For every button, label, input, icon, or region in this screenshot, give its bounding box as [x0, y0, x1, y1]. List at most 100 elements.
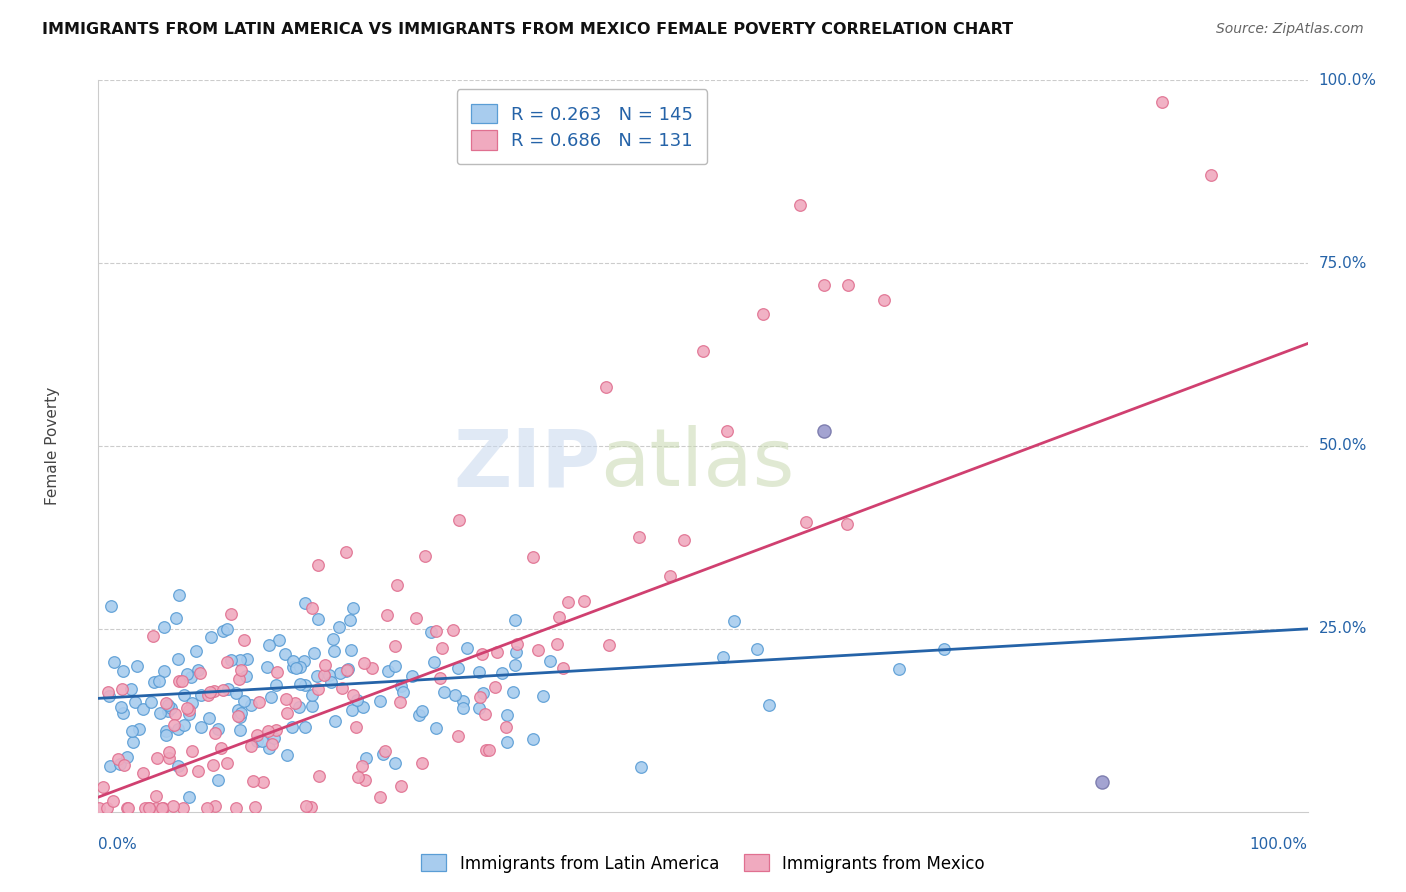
Point [468, 690, 491, 704]
Point [198, 685, 221, 699]
Point [308, 769, 330, 783]
Point [256, 660, 278, 674]
Text: 0.0%: 0.0% [98, 837, 138, 852]
Point [352, 700, 374, 714]
Point [257, 741, 280, 756]
Point [107, 752, 129, 766]
Point [217, 655, 239, 669]
Point [260, 737, 283, 751]
Point [491, 666, 513, 681]
Point [167, 588, 190, 602]
Text: Source: ZipAtlas.com: Source: ZipAtlas.com [1216, 22, 1364, 37]
Point [226, 703, 249, 717]
Point [112, 758, 135, 772]
Point [181, 696, 204, 710]
Point [217, 681, 239, 696]
Point [153, 665, 176, 679]
Point [598, 639, 620, 653]
Point [506, 637, 529, 651]
Point [173, 801, 195, 815]
Point [157, 745, 180, 759]
Point [546, 637, 568, 651]
Point [347, 770, 370, 784]
Point [425, 721, 447, 735]
Point [294, 720, 316, 734]
Point [340, 703, 363, 717]
Point [212, 624, 235, 638]
Point [443, 623, 465, 637]
Point [117, 801, 139, 815]
Point [122, 735, 145, 749]
Point [673, 533, 696, 548]
Point [302, 646, 325, 660]
Point [887, 662, 910, 676]
Point [318, 668, 340, 682]
Point [301, 601, 323, 615]
Point [813, 278, 835, 293]
Point [142, 630, 165, 644]
Point [411, 756, 433, 770]
Point [384, 640, 406, 654]
Point [425, 624, 447, 638]
Point [522, 731, 544, 746]
Point [100, 599, 122, 614]
Text: 50.0%: 50.0% [1319, 439, 1367, 453]
Point [228, 709, 250, 723]
Point [103, 656, 125, 670]
Point [153, 620, 176, 634]
Point [301, 698, 323, 713]
Point [245, 800, 267, 814]
Point [121, 723, 143, 738]
Point [190, 720, 212, 734]
Point [447, 729, 470, 743]
Point [242, 773, 264, 788]
Point [484, 680, 506, 694]
Point [789, 197, 811, 211]
Point [373, 744, 395, 758]
Point [368, 694, 391, 708]
Point [332, 681, 354, 696]
Point [138, 801, 160, 815]
Point [413, 549, 436, 563]
Point [212, 683, 235, 698]
Point [111, 682, 134, 697]
Point [134, 801, 156, 815]
Point [266, 665, 288, 679]
Point [177, 790, 200, 805]
Point [1152, 95, 1174, 110]
Point [346, 693, 368, 707]
Point [256, 723, 278, 738]
Point [837, 517, 859, 532]
Point [165, 611, 187, 625]
Point [240, 739, 263, 753]
Point [97, 689, 120, 703]
Point [170, 674, 193, 689]
Point [443, 688, 465, 702]
Point [540, 655, 562, 669]
Point [141, 695, 163, 709]
Point [294, 677, 316, 691]
Point [659, 569, 682, 583]
Point [384, 756, 406, 771]
Point [495, 735, 517, 749]
Point [408, 707, 430, 722]
Point [197, 711, 219, 725]
Point [170, 763, 193, 777]
Legend: Immigrants from Latin America, Immigrants from Mexico: Immigrants from Latin America, Immigrant… [415, 847, 991, 880]
Point [229, 723, 252, 737]
Point [329, 665, 352, 680]
Point [314, 658, 336, 673]
Text: IMMIGRANTS FROM LATIN AMERICA VS IMMIGRANTS FROM MEXICO FEMALE POVERTY CORRELATI: IMMIGRANTS FROM LATIN AMERICA VS IMMIGRA… [42, 22, 1014, 37]
Point [503, 613, 526, 627]
Point [247, 695, 270, 709]
Point [405, 611, 427, 625]
Point [531, 689, 554, 703]
Point [1199, 169, 1222, 183]
Point [301, 688, 323, 702]
Point [197, 801, 219, 815]
Point [111, 706, 134, 721]
Point [138, 801, 160, 815]
Point [813, 425, 835, 439]
Point [125, 658, 148, 673]
Point [281, 720, 304, 734]
